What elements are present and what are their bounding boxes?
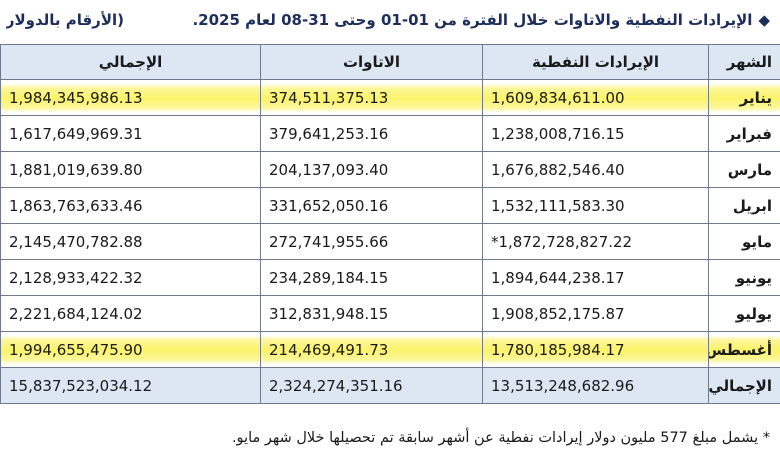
table-row: 1,863,763,633.46 331,652,050.16 1,532,111,… — [0, 187, 780, 224]
cell-oil-revenue: 1,532,111,583.30 — [482, 187, 709, 224]
cell-oil-revenue: *1,872,728,827.22 — [482, 223, 709, 260]
cell-royalties: 204,137,093.40 — [260, 151, 483, 188]
diamond-bullet-icon: ◆ — [758, 11, 770, 29]
table-row: 1,881,019,639.80 204,137,093.40 1,676,882,… — [0, 151, 780, 188]
table-row: 2,128,933,422.32 234,289,184.15 1,894,644,… — [0, 259, 780, 296]
cell-total: 2,221,684,124.02 — [0, 295, 261, 332]
cell-month: مايو — [708, 223, 780, 260]
cell-royalties: 374,511,375.13 — [260, 79, 483, 116]
cell-month: فبراير — [708, 115, 780, 152]
table-row: 2,145,470,782.88 272,741,955.66 *1,872,728… — [0, 223, 780, 260]
column-header-royalties: الاتاوات — [260, 44, 483, 80]
cell-month: يوليو — [708, 295, 780, 332]
cell-royalties: 312,831,948.15 — [260, 295, 483, 332]
total-cell-total: 15,837,523,034.12 — [0, 367, 261, 404]
column-header-total: الإجمالي — [0, 44, 261, 80]
cell-month: أغسطس — [708, 331, 780, 368]
total-cell-royalties: 2,324,274,351.16 — [260, 367, 483, 404]
title-bar: ◆ الإيرادات النفطية والاتاوات خلال الفترة… — [0, 0, 780, 42]
table-row: 2,221,684,124.02 312,831,948.15 1,908,852,… — [0, 295, 780, 332]
cell-oil-revenue: 1,894,644,238.17 — [482, 259, 709, 296]
cell-oil-revenue: 1,238,008,716.15 — [482, 115, 709, 152]
table-row: 1,984,345,986.13 374,511,375.13 1,609,834,… — [0, 79, 780, 116]
cell-month: ابريل — [708, 187, 780, 224]
cell-oil-revenue: 1,780,185,984.17 — [482, 331, 709, 368]
cell-total: 1,863,763,633.46 — [0, 187, 261, 224]
cell-royalties: 379,641,253.16 — [260, 115, 483, 152]
table-header-row: الإجمالي الاتاوات الإيرادات النفطية الشه… — [0, 44, 780, 80]
column-header-month: الشهر — [708, 44, 780, 80]
cell-oil-revenue: 1,609,834,611.00 — [482, 79, 709, 116]
cell-total: 1,617,649,969.31 — [0, 115, 261, 152]
table-row: 1,994,655,475.90 214,469,491.73 1,780,185,… — [0, 331, 780, 368]
total-cell-label: الإجمالي — [708, 367, 780, 404]
cell-royalties: 331,652,050.16 — [260, 187, 483, 224]
page-title: ◆ الإيرادات النفطية والاتاوات خلال الفترة… — [192, 11, 770, 29]
cell-month: مارس — [708, 151, 780, 188]
units-note: (الأرقام بالدولار) — [6, 11, 124, 29]
cell-total: 1,994,655,475.90 — [0, 331, 261, 368]
table-total-row: 15,837,523,034.12 2,324,274,351.16 13,513,… — [0, 367, 780, 404]
table-row: 1,617,649,969.31 379,641,253.16 1,238,008,… — [0, 115, 780, 152]
cell-royalties: 214,469,491.73 — [260, 331, 483, 368]
cell-oil-revenue: 1,908,852,175.87 — [482, 295, 709, 332]
cell-total: 1,881,019,639.80 — [0, 151, 261, 188]
cell-month: يناير — [708, 79, 780, 116]
column-header-oil-revenue: الإيرادات النفطية — [482, 44, 709, 80]
page-title-text: الإيرادات النفطية والاتاوات خلال الفترة … — [192, 11, 753, 29]
table-body: 1,984,345,986.13 374,511,375.13 1,609,834,… — [0, 79, 780, 404]
footnote: * يشمل مبلغ 577 مليون دولار إيرادات نفطي… — [231, 430, 770, 446]
cell-month: يونيو — [708, 259, 780, 296]
cell-royalties: 272,741,955.66 — [260, 223, 483, 260]
cell-oil-revenue: 1,676,882,546.40 — [482, 151, 709, 188]
total-cell-oil-revenue: 13,513,248,682.96 — [482, 367, 709, 404]
cell-total: 1,984,345,986.13 — [0, 79, 261, 116]
cell-total: 2,128,933,422.32 — [0, 259, 261, 296]
revenue-table: الإجمالي الاتاوات الإيرادات النفطية الشه… — [0, 44, 780, 404]
cell-total: 2,145,470,782.88 — [0, 223, 261, 260]
cell-royalties: 234,289,184.15 — [260, 259, 483, 296]
